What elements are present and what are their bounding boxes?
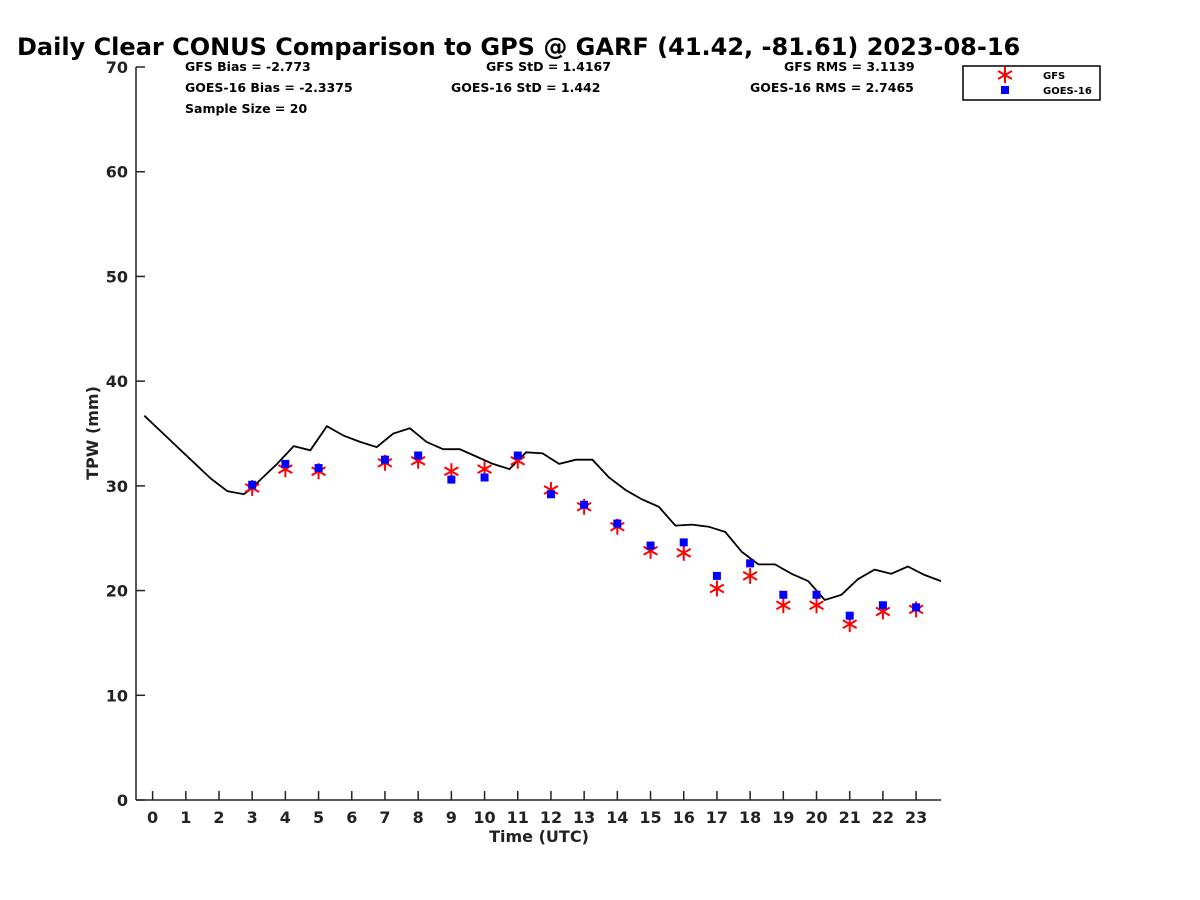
stat-sample-size: Sample Size = 20 [185,101,307,116]
y-axis-label: TPW (mm) [83,386,102,480]
goes-point [646,541,655,550]
x-tick-label: 17 [706,808,728,827]
gfs-point [676,544,692,561]
x-tick-label: 3 [247,808,258,827]
x-tick-label: 8 [413,808,424,827]
legend-box [962,65,1101,101]
x-tick-label: 12 [540,808,562,827]
y-tick-label: 0 [117,791,128,810]
legend-gfs-label: GFS [1043,71,1065,82]
goes-point [712,571,721,580]
gfs-point [709,580,725,597]
x-tick-label: 1 [180,808,191,827]
stat-gfs-bias: GFS Bias = -2.773 [185,59,311,74]
goes-point [546,490,555,499]
gps-line [143,415,942,602]
x-tick-label: 19 [772,808,794,827]
goes-point [679,538,688,547]
legend-goes-label: GOES-16 [1043,86,1092,97]
y-tick-label: 70 [106,58,128,77]
legend: GFS GOES-16 [962,65,1101,101]
goes-point [480,473,489,482]
gfs-point [742,567,758,584]
x-tick-label: 23 [905,808,927,827]
goes-point [812,590,821,599]
x-tick-label: 0 [147,808,158,827]
goes-point [845,611,854,620]
goes-point [580,500,589,509]
goes-point [248,480,257,489]
x-tick-label: 6 [346,808,357,827]
x-tick-label: 21 [839,808,861,827]
x-tick-label: 10 [473,808,495,827]
y-tick-label: 50 [106,267,128,286]
x-tick-label: 16 [673,808,695,827]
legend-goes-marker [1001,86,1009,94]
goes-point [314,464,323,473]
x-tick-label: 2 [213,808,224,827]
goes-point [447,475,456,484]
y-tick-label: 60 [106,163,128,182]
x-axis-label: Time (UTC) [489,827,589,846]
legend-gfs-marker [997,67,1013,83]
x-tick-label: 9 [446,808,457,827]
stat-gfs-std: GFS StD = 1.4167 [486,59,611,74]
stat-goes-bias: GOES-16 Bias = -2.3375 [185,80,353,95]
goes-point [878,601,887,610]
goes-point [414,451,423,460]
x-tick-label: 5 [313,808,324,827]
goes-point [380,455,389,464]
legend-gfs-asterisk [997,67,1013,83]
stat-goes-std: GOES-16 StD = 1.442 [451,80,600,95]
x-tick-label: 18 [739,808,761,827]
gfs-point [775,597,791,614]
x-tick-label: 22 [872,808,894,827]
x-tick-label: 11 [507,808,529,827]
goes-point [746,559,755,568]
goes-point [912,603,921,612]
chart-title: Daily Clear CONUS Comparison to GPS @ GA… [17,33,1020,61]
x-tick-label: 15 [639,808,661,827]
x-tick-label: 4 [280,808,291,827]
y-tick-label: 30 [106,477,128,496]
y-tick-label: 40 [106,372,128,391]
x-tick-label: 7 [379,808,390,827]
goes-point [779,590,788,599]
gfs-point [809,597,824,614]
goes-point [281,459,290,468]
x-tick-label: 13 [573,808,595,827]
goes-point [613,519,622,528]
y-tick-label: 10 [106,686,128,705]
stat-gfs-rms: GFS RMS = 3.1139 [784,59,915,74]
x-tick-label: 20 [805,808,827,827]
y-tick-label: 20 [106,582,128,601]
goes-point [513,451,522,460]
x-tick-label: 14 [606,808,628,827]
stat-goes-rms: GOES-16 RMS = 2.7465 [750,80,914,95]
